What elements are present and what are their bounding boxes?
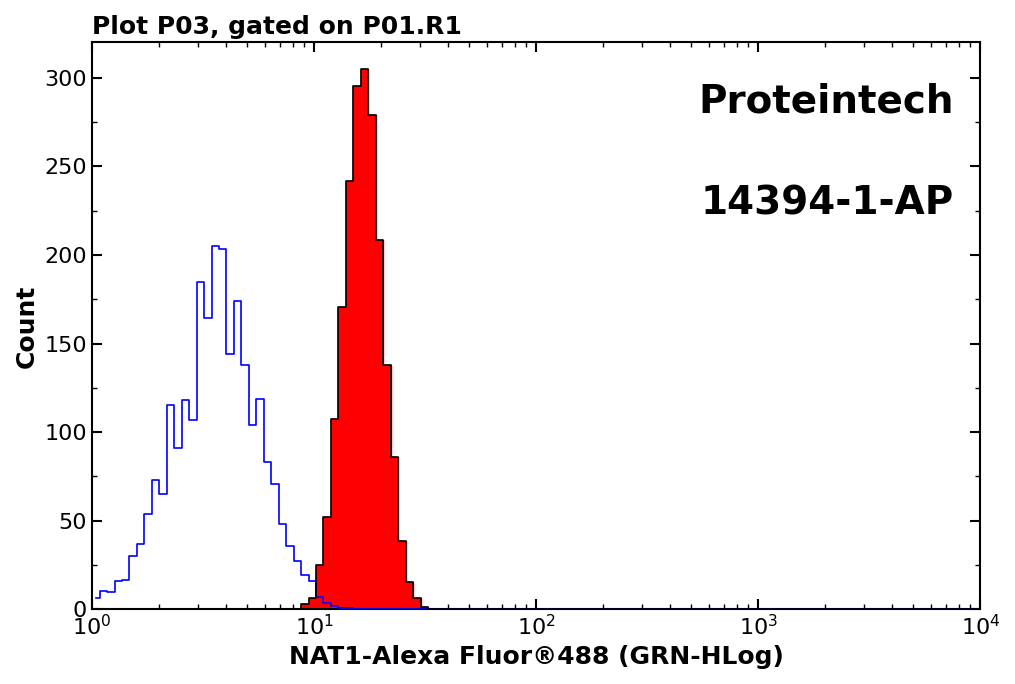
- Text: Plot P03, gated on P01.R1: Plot P03, gated on P01.R1: [92, 15, 462, 39]
- X-axis label: NAT1-Alexa Fluor®488 (GRN-HLog): NAT1-Alexa Fluor®488 (GRN-HLog): [288, 645, 784, 669]
- Text: Proteintech: Proteintech: [698, 82, 954, 120]
- Text: 14394-1-AP: 14394-1-AP: [700, 184, 954, 222]
- Y-axis label: Count: Count: [15, 284, 39, 367]
